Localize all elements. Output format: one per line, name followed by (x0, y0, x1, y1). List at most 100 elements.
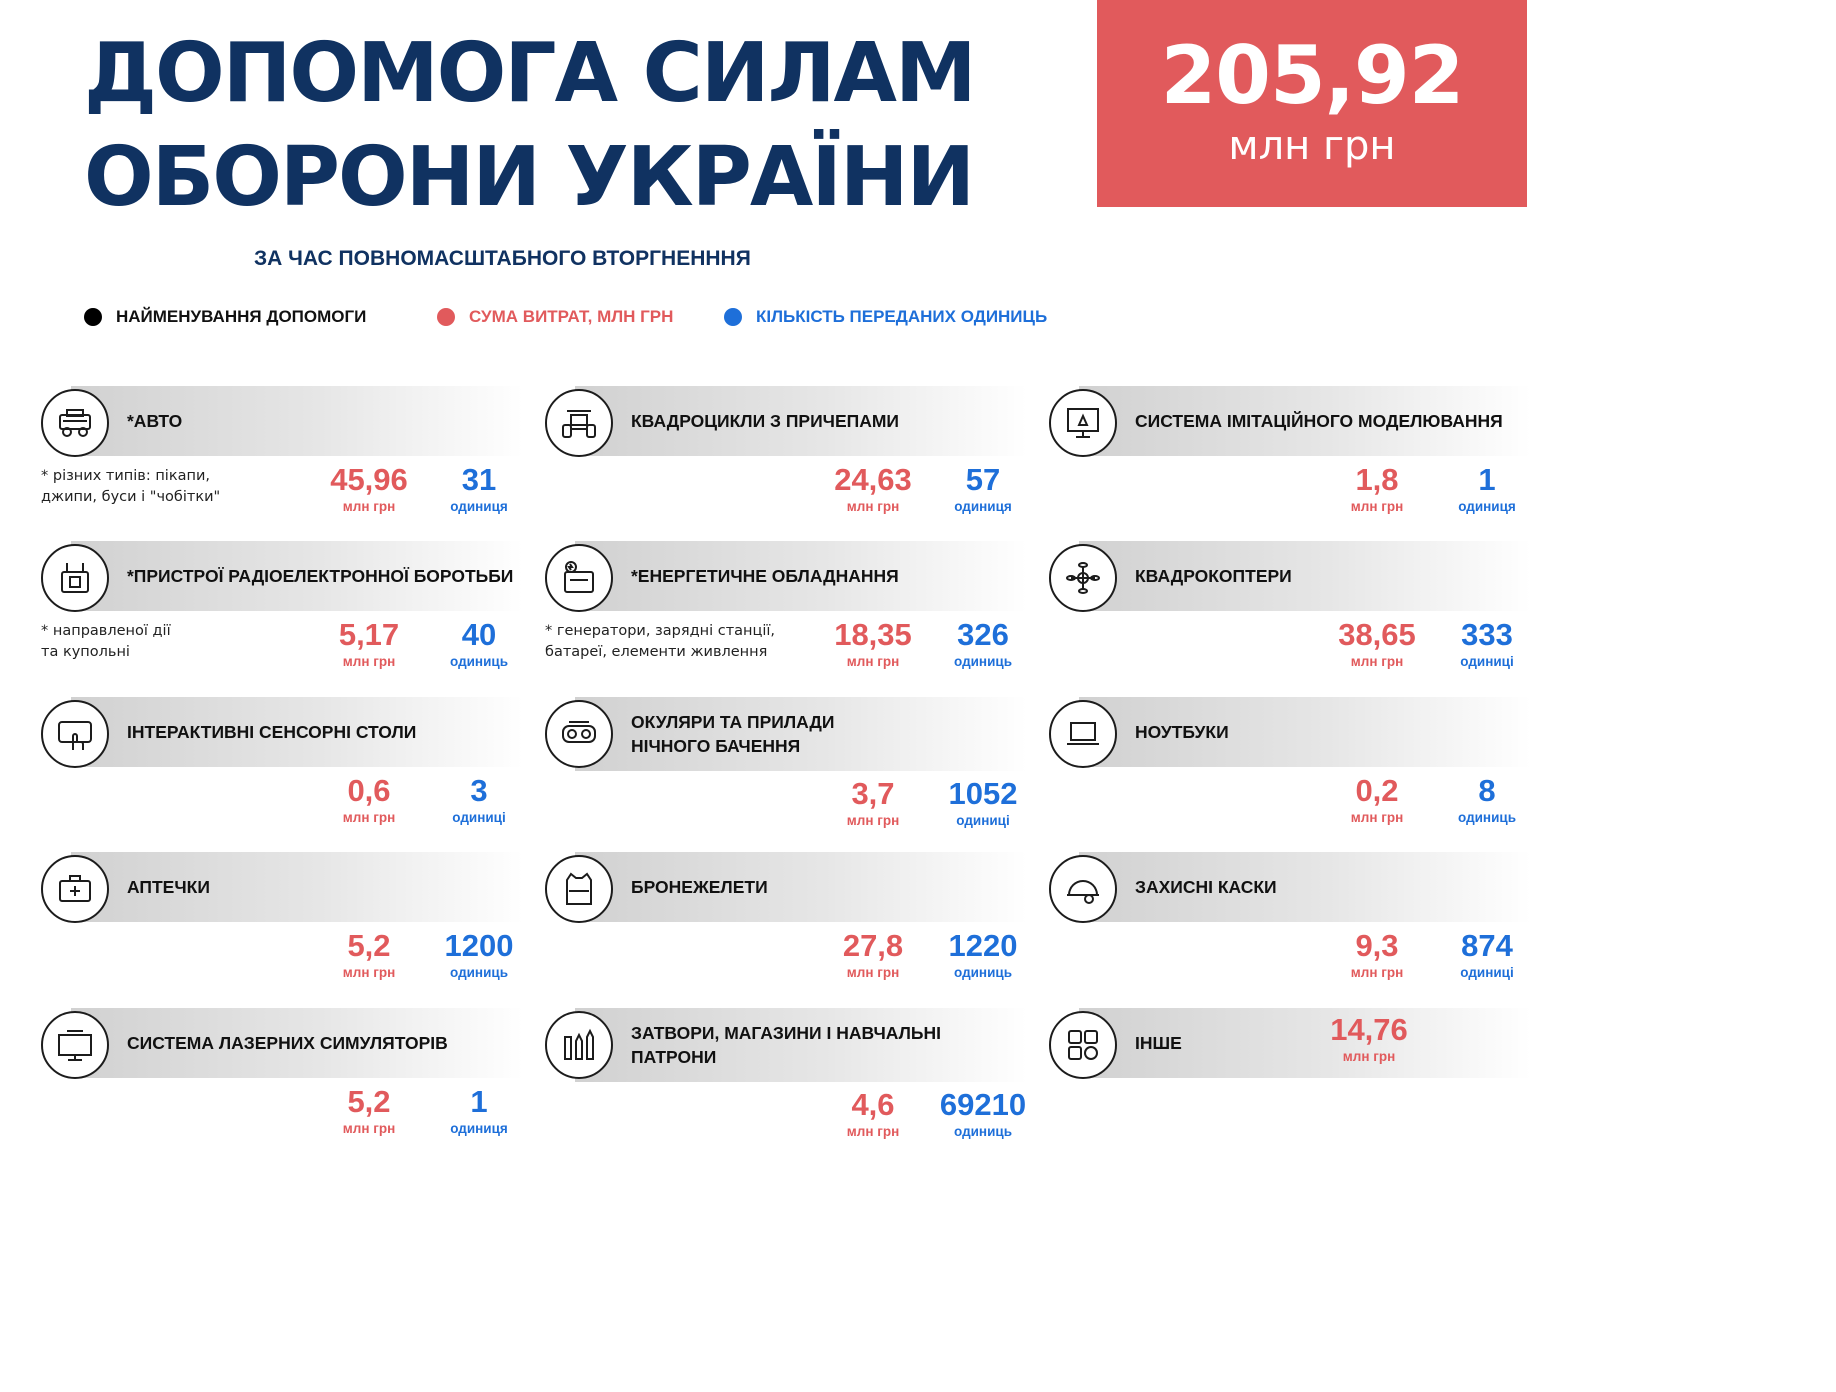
count-value: 8 (1478, 773, 1496, 808)
total-value: 205,92 (1160, 29, 1465, 122)
cost-metric: 38,65 млн грн (1327, 617, 1427, 670)
cost-unit: млн грн (1350, 965, 1404, 980)
cost-metric: 3,7 млн грн (823, 776, 923, 829)
card-title: ІНТЕРАКТИВНІ СЕНСОРНІ СТОЛИ (127, 722, 417, 742)
count-value: 874 (1461, 928, 1513, 963)
legend-dot-black (84, 308, 102, 326)
cost-metric: 18,35 млн грн (823, 617, 923, 670)
aid-item-card: БРОНЕЖЕЛЕТИ 27,8 млн грн 1220 одиниць (545, 852, 1027, 992)
cost-unit: млн грн (1342, 1049, 1396, 1064)
aid-item-card: ЗАХИСНІ КАСКИ 9,3 млн грн 874 одиниці (1049, 852, 1531, 992)
title-line-1: ДОПОМОГА СИЛАМ (84, 26, 977, 121)
radio-jammer-icon (41, 544, 109, 612)
count-metric: 69210 одиниць (933, 1087, 1033, 1140)
aid-item-card: ЗАТВОРИ, МАГАЗИНИ І НАВЧАЛЬНІ ПАТРОНИ 4,6… (545, 1008, 1027, 1148)
aid-item-card: СИСТЕМА ЛАЗЕРНИХ СИМУЛЯТОРІВ 5,2 млн грн 1 о… (41, 1008, 523, 1148)
other-grid-icon-glyph (1068, 1030, 1098, 1060)
count-metric: 1 одиниця (429, 1084, 529, 1137)
cost-value: 18,35 (834, 617, 912, 652)
cost-unit: млн грн (342, 965, 396, 980)
car-icon-glyph (59, 409, 91, 437)
title-line-2: ОБОРОНИ УКРАЇНИ (84, 130, 975, 225)
card-title: КВАДРОКОПТЕРИ (1135, 566, 1292, 586)
count-unit: одиниці (1460, 654, 1514, 669)
count-unit: одиниці (1460, 965, 1514, 980)
count-value: 40 (461, 617, 497, 652)
cost-value: 45,96 (330, 462, 408, 497)
laser-simulator-icon-glyph (58, 1030, 92, 1061)
cost-metric: 9,3 млн грн (1327, 928, 1427, 981)
cost-metric: 14,76 млн грн (1319, 1012, 1419, 1065)
card-note: * направленої дії та купольні (41, 623, 171, 660)
cost-value: 5,2 (347, 1084, 391, 1119)
first-aid-kit-icon (41, 855, 109, 923)
cost-unit: млн грн (846, 813, 900, 828)
aid-item-card: *ЕНЕРГЕТИЧНЕ ОБЛАДНАННЯ * генератори, зар… (545, 541, 1027, 681)
page-title: ДОПОМОГА СИЛАМ ОБОРОНИ УКРАЇНИ (84, 22, 977, 230)
card-title: БРОНЕЖЕЛЕТИ (631, 877, 768, 897)
card-title-band (575, 697, 1027, 771)
count-unit: одиниця (450, 499, 508, 514)
cost-value: 24,63 (834, 462, 912, 497)
aid-item-card: *АВТО * різних типів: пікапи, джипи, буси… (41, 386, 523, 526)
count-metric: 1220 одиниць (933, 928, 1033, 981)
legend-label: СУМА ВИТРАТ, МЛН ГРН (469, 307, 674, 326)
quadcopter-icon (1049, 544, 1117, 612)
cost-unit: млн грн (342, 654, 396, 669)
cost-metric: 5,17 млн грн (319, 617, 419, 670)
helmet-icon (1049, 855, 1117, 923)
cost-value: 5,2 (347, 928, 391, 963)
aid-item-card: ОКУЛЯРИ ТА ПРИЛАДИ НІЧНОГО БАЧЕННЯ 3,7 млн… (545, 697, 1027, 837)
card-title-band (1079, 1008, 1531, 1078)
cost-value: 3,7 (851, 776, 895, 811)
count-metric: 333 одиниці (1437, 617, 1537, 670)
cost-value: 5,17 (338, 617, 400, 652)
cost-unit: млн грн (846, 499, 900, 514)
count-metric: 326 одиниць (933, 617, 1033, 670)
aid-item-card: *ПРИСТРОЇ РАДІОЕЛЕКТРОННОЇ БОРОТЬБИ * нап… (41, 541, 523, 681)
cost-metric: 0,2 млн грн (1327, 773, 1427, 826)
card-title: КВАДРОЦИКЛИ З ПРИЧЕПАМИ (631, 411, 900, 431)
count-unit: одиниць (450, 654, 508, 669)
count-unit: одиниця (450, 1121, 508, 1136)
cost-unit: млн грн (846, 1124, 900, 1139)
cost-value: 4,6 (851, 1087, 895, 1122)
legend-item-name: НАЙМЕНУВАННЯ ДОПОМОГИ (84, 307, 366, 327)
aid-item-card: ІНШЕ 14,76 млн грн (1049, 1008, 1531, 1148)
cost-metric: 27,8 млн грн (823, 928, 923, 981)
card-title-band (71, 697, 523, 767)
aid-item-card: НОУТБУКИ 0,2 млн грн 8 одиниць (1049, 697, 1531, 837)
aid-item-card: СИСТЕМА ІМІТАЦІЙНОГО МОДЕЛЮВАННЯ 1,8 млн г… (1049, 386, 1531, 526)
car-icon (41, 389, 109, 457)
cost-unit: млн грн (1350, 654, 1404, 669)
cost-metric: 0,6 млн грн (319, 773, 419, 826)
ammunition-icon (545, 1011, 613, 1079)
card-title-band (71, 852, 523, 922)
first-aid-kit-icon-glyph (59, 875, 91, 902)
card-title: СИСТЕМА ЛАЗЕРНИХ СИМУЛЯТОРІВ (127, 1033, 448, 1053)
card-title: НОУТБУКИ (1135, 722, 1229, 742)
card-title: СИСТЕМА ІМІТАЦІЙНОГО МОДЕЛЮВАННЯ (1135, 411, 1503, 431)
cost-metric: 5,2 млн грн (319, 928, 419, 981)
card-title-band (1079, 697, 1531, 767)
cost-unit: млн грн (342, 810, 396, 825)
atv-icon-glyph (562, 410, 596, 438)
touch-screen-icon-glyph (58, 721, 92, 750)
card-title: *АВТО (127, 411, 183, 431)
card-title-band (1079, 852, 1531, 922)
touch-screen-icon (41, 700, 109, 768)
count-value: 1 (470, 1084, 488, 1119)
count-metric: 1 одиниця (1437, 462, 1537, 515)
aid-item-card: КВАДРОЦИКЛИ З ПРИЧЕПАМИ 24,63 млн грн 57 оди… (545, 386, 1027, 526)
body-armor-icon-glyph (566, 872, 592, 905)
legend-dot-red (437, 308, 455, 326)
card-title-band (575, 1008, 1027, 1082)
card-title-band (575, 852, 1027, 922)
aid-item-card: ІНТЕРАКТИВНІ СЕНСОРНІ СТОЛИ 0,6 млн грн 3 од… (41, 697, 523, 837)
card-note: * різних типів: пікапи, джипи, буси і "ч… (41, 468, 221, 505)
card-title: ОКУЛЯРИ ТА ПРИЛАДИ НІЧНОГО БАЧЕННЯ (631, 712, 835, 756)
legend-label: КІЛЬКІСТЬ ПЕРЕДАНИХ ОДИНИЦЬ (756, 307, 1048, 326)
cost-unit: млн грн (846, 654, 900, 669)
cost-value: 0,6 (347, 773, 391, 808)
quadcopter-icon-glyph (1066, 562, 1100, 594)
